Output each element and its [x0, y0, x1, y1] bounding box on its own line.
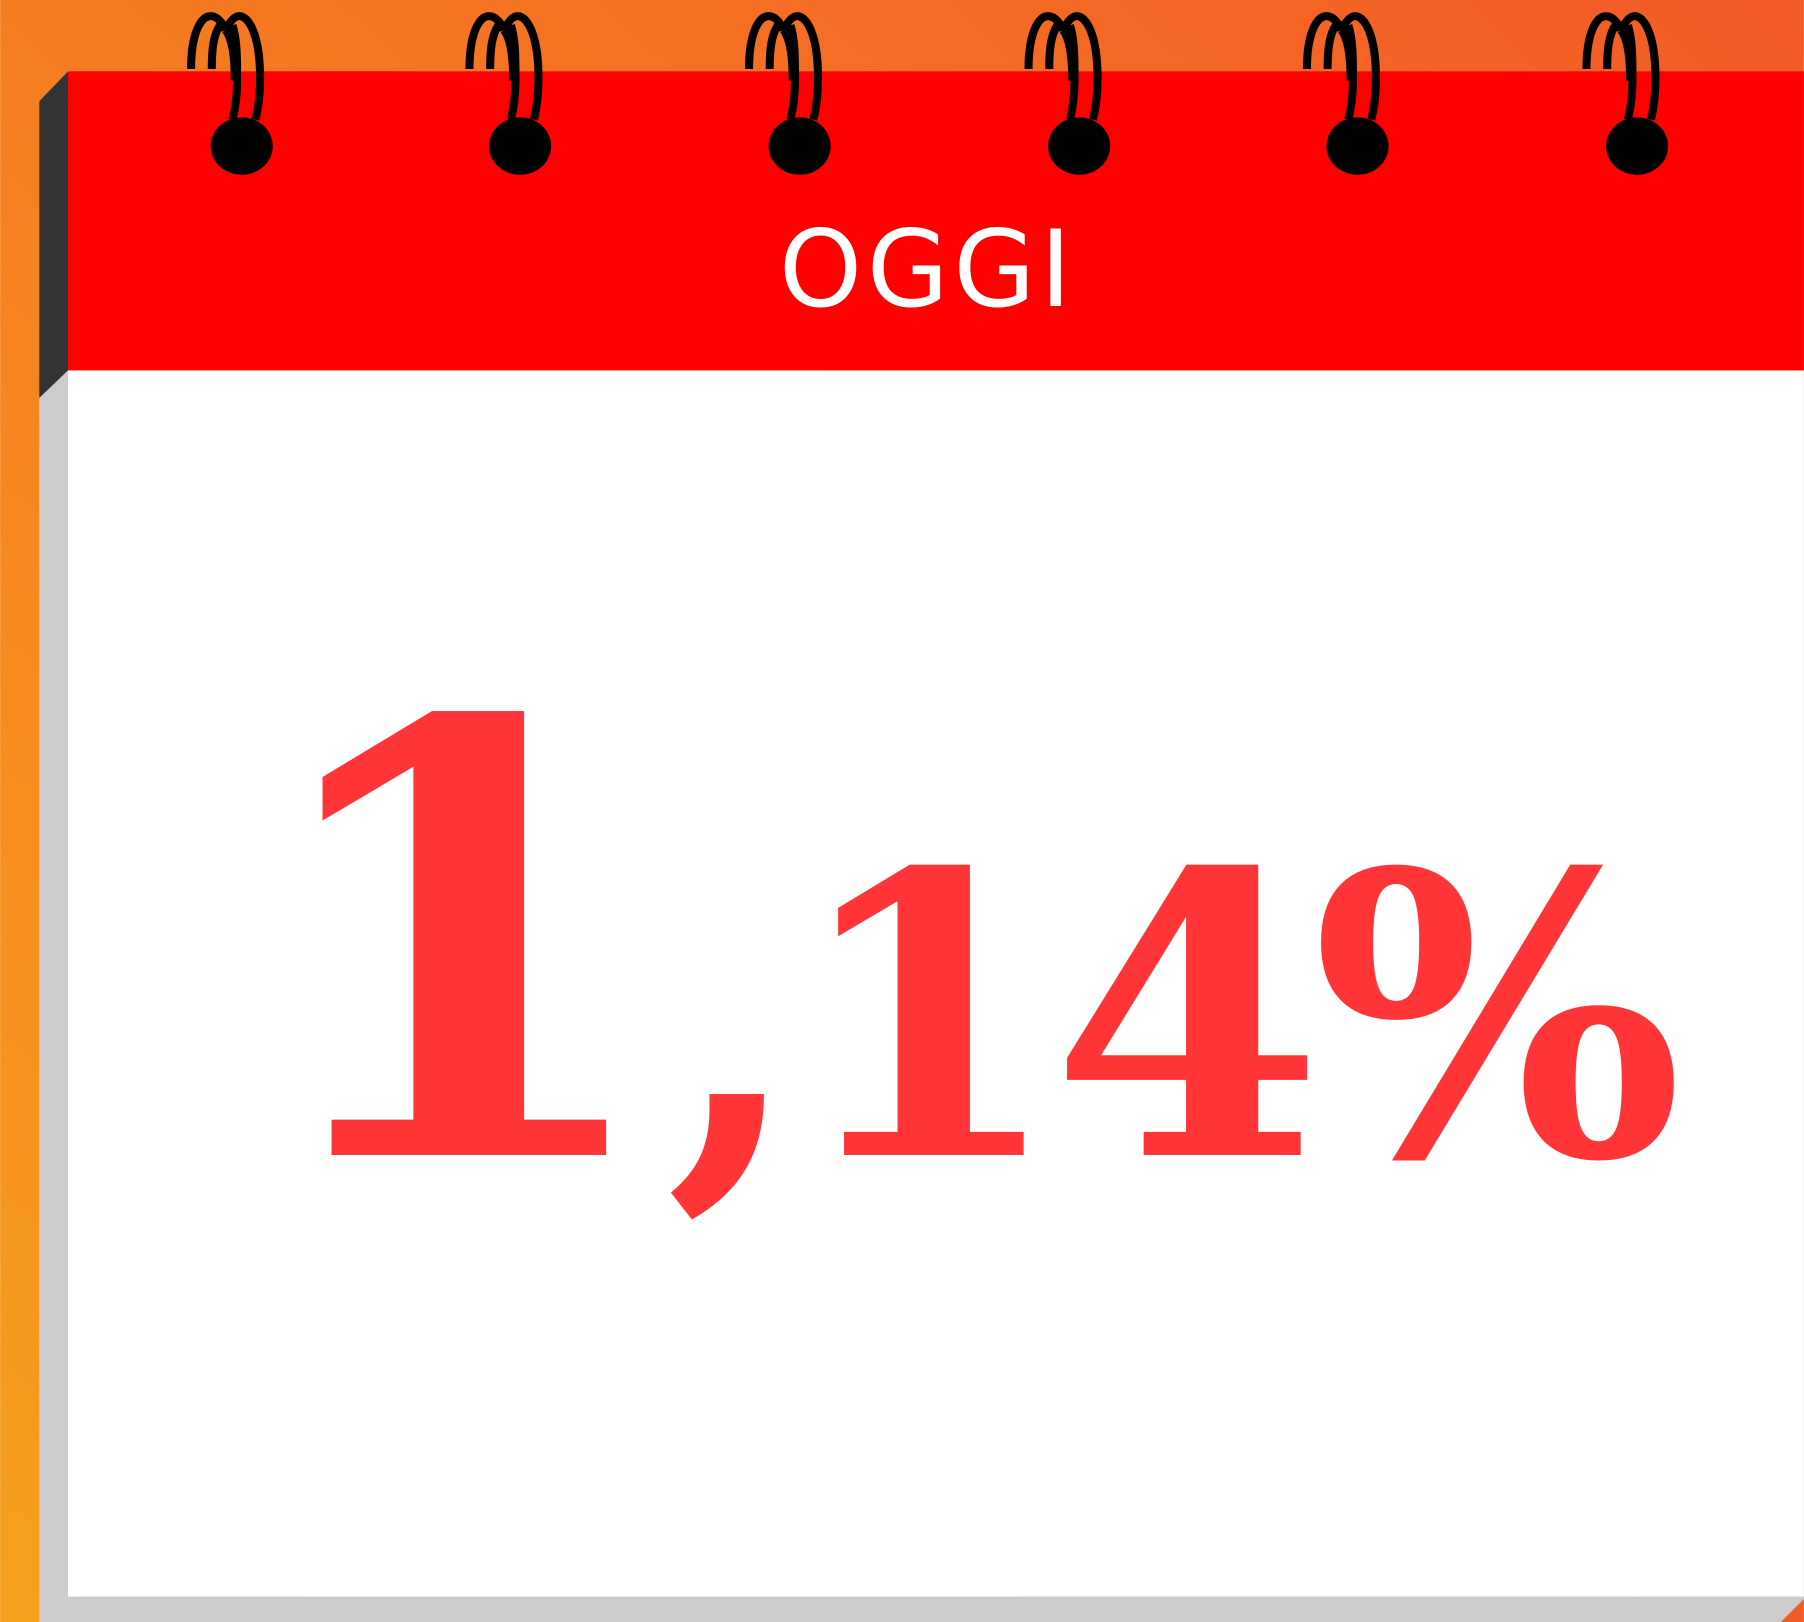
page: OGGI 1,14% (() => { const data = JSON.pa…: [0, 0, 1804, 1622]
header-edge: [39, 71, 68, 398]
calendar-graphic: OGGI 1,14%: [0, 0, 1804, 1622]
figure-rest: ,14%: [666, 789, 1679, 1248]
figure-main: 1: [250, 594, 666, 1297]
header-label: OGGI: [779, 208, 1076, 331]
